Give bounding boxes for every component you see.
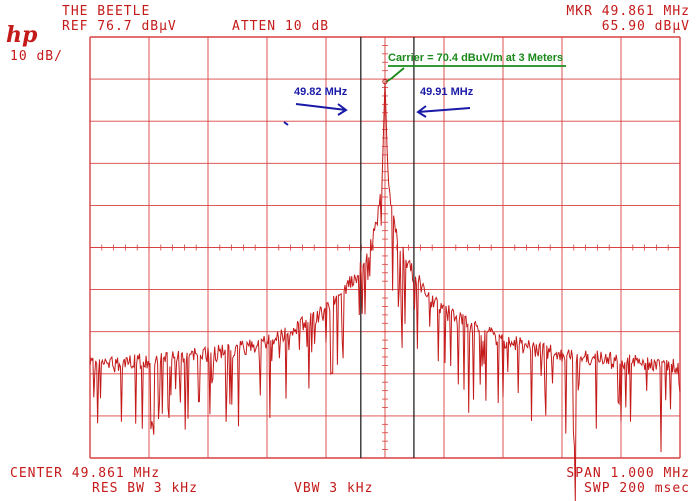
- reference-level: REF 76.7 dBµV: [62, 19, 177, 34]
- sweep-time: SWP 200 msec: [584, 481, 690, 496]
- frequency-span: SPAN 1.000 MHz: [566, 466, 690, 481]
- marker-lines: [360, 37, 415, 458]
- left-arrow-tick: [283, 121, 289, 126]
- resolution-bandwidth: RES BW 3 kHz: [92, 481, 198, 496]
- marker-frequency: MKR 49.861 MHz: [566, 4, 690, 19]
- annotation-arrows: [283, 65, 566, 126]
- hp-logo: hp: [6, 22, 38, 48]
- instrument-title: THE BEETLE: [62, 4, 151, 19]
- attenuation: ATTEN 10 dB: [232, 19, 330, 34]
- center-frequency: CENTER 49.861 MHz: [10, 466, 161, 481]
- marker-level: 65.90 dBµV: [601, 19, 690, 34]
- carrier-arrow: [385, 67, 405, 83]
- right-arrow: [416, 105, 471, 118]
- left-marker-label: 49.82 MHz: [294, 86, 348, 98]
- carrier-annotation: Carrier = 70.4 dBuV/m at 3 Meters: [388, 52, 564, 64]
- video-bandwidth: VBW 3 kHz: [294, 481, 374, 496]
- marker-peak-point: [382, 78, 388, 85]
- spectrum-trace: [89, 81, 681, 501]
- scale-per-division: 10 dB/: [10, 49, 63, 64]
- right-marker-label: 49.91 MHz: [420, 86, 474, 98]
- left-arrow: [295, 103, 348, 116]
- graticule: [89, 36, 681, 459]
